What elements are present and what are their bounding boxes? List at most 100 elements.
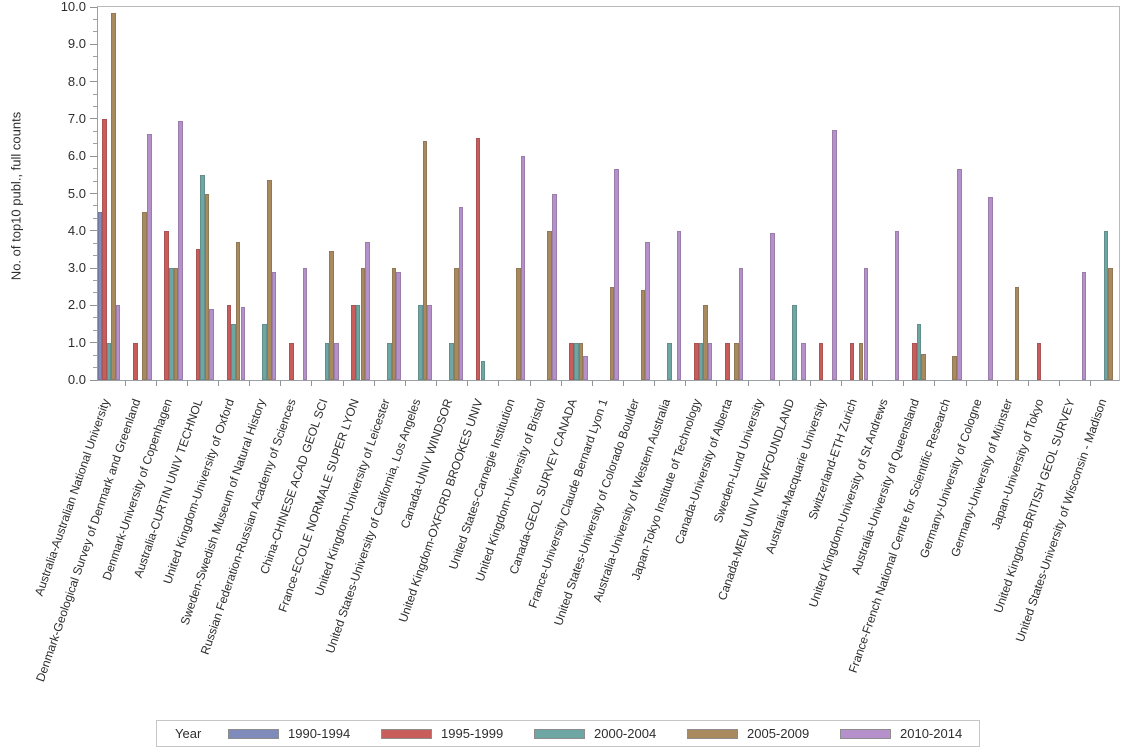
y-minor-tick — [93, 354, 98, 356]
bar-1995-1999 — [725, 342, 730, 380]
legend-item: 1990-1994 — [228, 721, 350, 746]
bar-2010-2014 — [894, 230, 900, 380]
x-tick — [934, 381, 936, 386]
bar-2005-2009 — [142, 212, 148, 380]
legend-item-label: 2005-2009 — [747, 726, 810, 741]
x-tick — [280, 381, 282, 386]
bar-1995-1999 — [133, 342, 138, 380]
y-minor-tick — [93, 180, 98, 182]
bar-2010-2014 — [770, 232, 775, 380]
bar-2010-2014 — [707, 342, 713, 380]
y-major-tick — [90, 155, 98, 157]
bar-2005-2009 — [1014, 286, 1020, 380]
x-tick — [685, 381, 687, 386]
y-minor-tick — [93, 255, 98, 257]
x-axis: Australia-Australian National University… — [31, 380, 1119, 720]
bar-1995-1999 — [1036, 342, 1042, 380]
y-tick-label: 7.0 — [67, 110, 86, 126]
bars-layer — [97, 7, 1119, 380]
y-minor-tick — [93, 242, 98, 244]
bar-2010-2014 — [147, 133, 152, 380]
y-tick-label: 5.0 — [67, 185, 86, 201]
legend-item: 2010-2014 — [840, 721, 962, 746]
x-tick — [1090, 381, 1092, 386]
bar-2010-2014 — [988, 197, 993, 380]
bar-2005-2009 — [1108, 268, 1113, 380]
bar-1990-1994 — [97, 212, 103, 380]
bar-2010-2014 — [240, 307, 246, 380]
x-tick — [249, 381, 251, 386]
bar-2000-2004 — [916, 324, 922, 380]
legend-swatch — [381, 728, 432, 739]
y-tick-label: 6.0 — [67, 148, 86, 164]
bar-2010-2014 — [458, 206, 464, 380]
legend-item-label: 1990-1994 — [288, 726, 351, 741]
legend-swatch — [840, 728, 891, 739]
bar-2000-2004 — [231, 324, 236, 380]
bar-1995-1999 — [693, 342, 699, 380]
bar-2000-2004 — [667, 342, 672, 380]
bar-2010-2014 — [115, 305, 121, 380]
bar-2010-2014 — [583, 355, 588, 380]
bar-2000-2004 — [573, 342, 579, 380]
legend-item: 2000-2004 — [534, 721, 656, 746]
x-tick — [1059, 381, 1061, 386]
x-tick — [436, 381, 438, 386]
bar-2005-2009 — [952, 355, 957, 380]
bar-2000-2004 — [387, 342, 392, 380]
bar-2010-2014 — [863, 268, 869, 380]
y-major-tick — [90, 43, 98, 45]
bar-2010-2014 — [271, 271, 277, 380]
bar-1995-1999 — [289, 342, 294, 380]
bar-2010-2014 — [801, 342, 806, 380]
y-major-tick — [90, 230, 98, 232]
legend-item: 1995-1999 — [381, 721, 503, 746]
bar-2010-2014 — [427, 305, 432, 380]
bar-2010-2014 — [396, 271, 401, 380]
bar-1995-1999 — [569, 342, 574, 380]
bar-2000-2004 — [262, 324, 268, 380]
x-tick — [186, 381, 188, 386]
y-tick-label: 1.0 — [67, 334, 86, 350]
x-tick — [467, 381, 469, 386]
y-minor-tick — [93, 168, 98, 170]
y-tick-label: 8.0 — [67, 73, 86, 89]
y-tick-label: 4.0 — [67, 222, 86, 238]
x-tick — [218, 381, 220, 386]
bar-2010-2014 — [676, 230, 682, 380]
legend-swatch — [228, 728, 279, 739]
bar-2000-2004 — [418, 305, 423, 380]
legend-item-label: 2010-2014 — [900, 726, 963, 741]
y-major-tick — [90, 81, 98, 83]
bar-2005-2009 — [422, 141, 428, 380]
y-tick-label: 3.0 — [67, 260, 86, 276]
bar-2005-2009 — [547, 230, 552, 380]
y-tick-label: 10.0 — [60, 0, 86, 14]
bar-2005-2009 — [360, 268, 366, 380]
bar-2010-2014 — [738, 268, 744, 380]
y-minor-tick — [93, 143, 98, 145]
x-tick — [404, 381, 406, 386]
x-tick — [747, 381, 749, 386]
bar-2005-2009 — [516, 268, 521, 380]
bar-2010-2014 — [552, 193, 557, 380]
bar-2010-2014 — [956, 169, 962, 380]
bar-2005-2009 — [173, 268, 179, 380]
legend-title: Year — [175, 726, 202, 741]
y-minor-tick — [93, 130, 98, 132]
bar-2000-2004 — [698, 342, 704, 380]
x-tick — [373, 381, 375, 386]
bar-2005-2009 — [391, 268, 397, 380]
x-tick — [155, 381, 157, 386]
y-tick-label: 0.0 — [67, 372, 86, 387]
bar-2010-2014 — [1081, 271, 1087, 380]
y-minor-tick — [93, 18, 98, 20]
bar-2005-2009 — [235, 242, 241, 380]
legend-swatch — [687, 728, 738, 739]
y-tick-label: 9.0 — [67, 36, 86, 52]
bar-2010-2014 — [302, 268, 308, 380]
x-tick — [903, 381, 905, 386]
y-minor-tick — [93, 31, 98, 33]
bar-1995-1999 — [818, 342, 824, 380]
bar-2010-2014 — [209, 309, 214, 380]
